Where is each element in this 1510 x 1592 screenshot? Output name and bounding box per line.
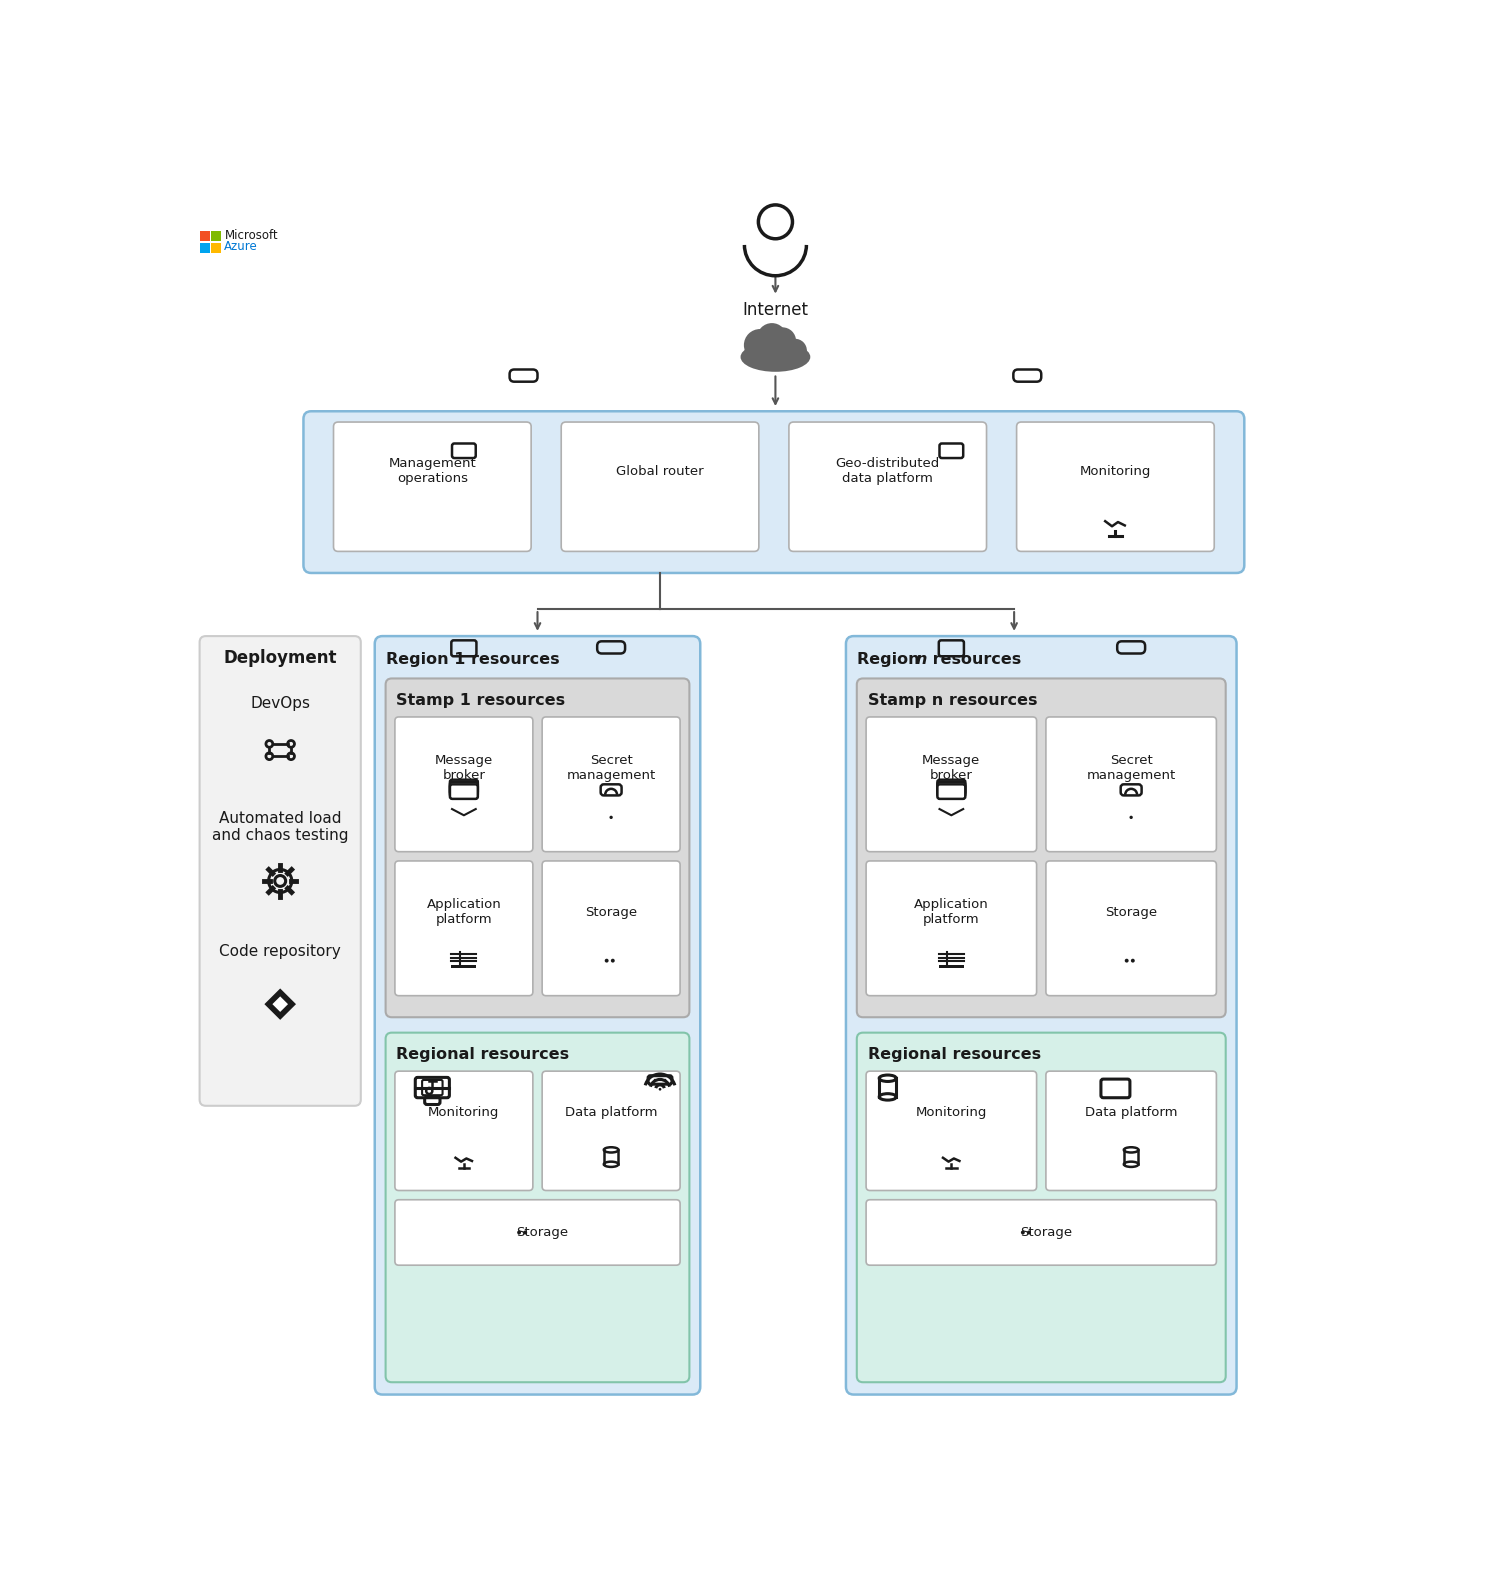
- FancyBboxPatch shape: [304, 411, 1244, 573]
- Bar: [199, 242, 210, 253]
- Circle shape: [658, 1079, 661, 1081]
- Text: resources: resources: [927, 651, 1021, 667]
- FancyBboxPatch shape: [938, 782, 965, 796]
- Circle shape: [757, 323, 787, 353]
- Text: Deployment: Deployment: [223, 648, 337, 667]
- Circle shape: [744, 330, 776, 361]
- FancyBboxPatch shape: [846, 637, 1237, 1395]
- FancyBboxPatch shape: [199, 637, 361, 1106]
- Text: Stamp n resources: Stamp n resources: [868, 693, 1037, 707]
- FancyBboxPatch shape: [938, 780, 965, 794]
- FancyBboxPatch shape: [450, 785, 477, 799]
- FancyBboxPatch shape: [396, 1200, 680, 1266]
- Circle shape: [1027, 1231, 1031, 1234]
- Circle shape: [1021, 1231, 1025, 1234]
- FancyBboxPatch shape: [385, 1033, 690, 1382]
- Text: Monitoring: Monitoring: [429, 1106, 500, 1119]
- Text: Internet: Internet: [743, 301, 808, 320]
- Bar: [211, 242, 222, 253]
- Text: Storage: Storage: [1105, 906, 1157, 919]
- FancyBboxPatch shape: [542, 1071, 680, 1191]
- Circle shape: [604, 958, 609, 963]
- Text: Data platform: Data platform: [565, 1106, 657, 1119]
- Text: Message
broker: Message broker: [923, 755, 980, 782]
- Circle shape: [1125, 958, 1128, 963]
- FancyBboxPatch shape: [856, 678, 1226, 1017]
- Text: Azure: Azure: [225, 240, 258, 253]
- FancyBboxPatch shape: [867, 861, 1036, 995]
- FancyBboxPatch shape: [374, 637, 701, 1395]
- FancyBboxPatch shape: [938, 785, 965, 799]
- FancyBboxPatch shape: [450, 782, 477, 796]
- Text: Monitoring: Monitoring: [1080, 465, 1151, 478]
- FancyBboxPatch shape: [542, 861, 680, 995]
- FancyBboxPatch shape: [542, 716, 680, 852]
- Bar: [211, 231, 222, 240]
- Circle shape: [1131, 958, 1136, 963]
- Circle shape: [654, 1079, 657, 1081]
- Circle shape: [612, 958, 615, 963]
- Text: Application
platform: Application platform: [426, 898, 501, 927]
- Text: Data platform: Data platform: [1084, 1106, 1178, 1119]
- Text: Region: Region: [856, 651, 926, 667]
- FancyBboxPatch shape: [1016, 422, 1214, 551]
- Text: Message
broker: Message broker: [435, 755, 492, 782]
- Ellipse shape: [740, 342, 811, 373]
- Text: Secret
management: Secret management: [566, 755, 655, 782]
- Text: Geo-distributed
data platform: Geo-distributed data platform: [835, 457, 939, 486]
- Text: Storage: Storage: [1021, 1226, 1072, 1239]
- Circle shape: [784, 339, 806, 363]
- Text: Secret
management: Secret management: [1087, 755, 1176, 782]
- Circle shape: [1129, 815, 1132, 818]
- Circle shape: [658, 1087, 661, 1091]
- Text: Region 1 resources: Region 1 resources: [385, 651, 559, 667]
- Text: Code repository: Code repository: [219, 944, 341, 960]
- Text: DevOps: DevOps: [251, 696, 310, 712]
- Circle shape: [516, 1231, 521, 1234]
- FancyBboxPatch shape: [1046, 861, 1217, 995]
- Text: Management
operations: Management operations: [388, 457, 476, 486]
- Text: Regional resources: Regional resources: [397, 1046, 569, 1062]
- FancyBboxPatch shape: [562, 422, 760, 551]
- Text: n: n: [915, 651, 927, 667]
- FancyBboxPatch shape: [867, 1200, 1217, 1266]
- FancyBboxPatch shape: [396, 1071, 533, 1191]
- Text: Regional resources: Regional resources: [868, 1046, 1040, 1062]
- Text: Storage: Storage: [584, 906, 637, 919]
- FancyBboxPatch shape: [1046, 716, 1217, 852]
- Circle shape: [610, 815, 613, 818]
- FancyBboxPatch shape: [867, 716, 1036, 852]
- Circle shape: [769, 328, 796, 355]
- Text: Global router: Global router: [616, 465, 704, 478]
- FancyBboxPatch shape: [788, 422, 986, 551]
- FancyBboxPatch shape: [867, 1071, 1036, 1191]
- Polygon shape: [272, 997, 288, 1013]
- FancyBboxPatch shape: [856, 1033, 1226, 1382]
- FancyBboxPatch shape: [334, 422, 532, 551]
- Bar: [199, 231, 210, 240]
- Text: Microsoft: Microsoft: [225, 229, 278, 242]
- Text: Automated load
and chaos testing: Automated load and chaos testing: [211, 810, 349, 844]
- Text: Application
platform: Application platform: [914, 898, 989, 927]
- Text: Stamp 1 resources: Stamp 1 resources: [397, 693, 566, 707]
- FancyBboxPatch shape: [385, 678, 690, 1017]
- Text: Monitoring: Monitoring: [915, 1106, 988, 1119]
- Polygon shape: [264, 989, 296, 1020]
- FancyBboxPatch shape: [396, 716, 533, 852]
- Circle shape: [524, 1231, 527, 1234]
- FancyBboxPatch shape: [396, 861, 533, 995]
- FancyBboxPatch shape: [450, 780, 477, 794]
- Circle shape: [664, 1079, 666, 1081]
- FancyBboxPatch shape: [1046, 1071, 1217, 1191]
- Text: Storage: Storage: [516, 1226, 568, 1239]
